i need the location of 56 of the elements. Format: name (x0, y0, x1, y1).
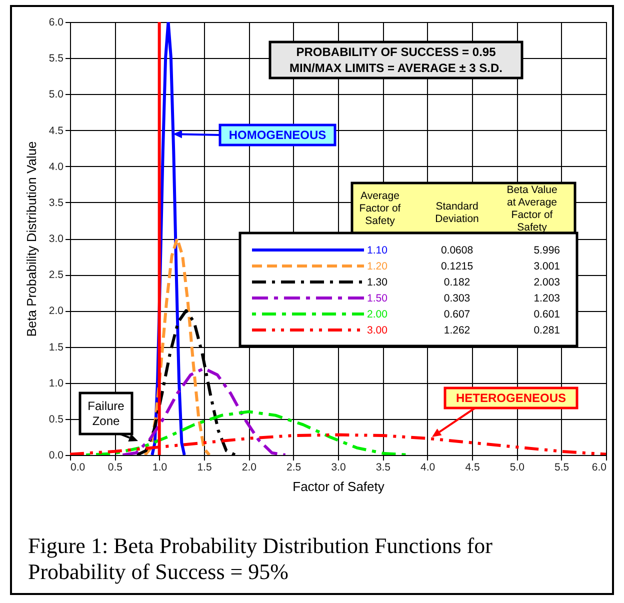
y-tick-label: 0.5 (48, 413, 64, 426)
y-tick-label: 4.0 (48, 160, 64, 173)
x-tick-label: 1.5 (197, 462, 212, 474)
caption: Figure 1: Beta Probability Distribution Functions for Probability of Success = 95% (28, 533, 494, 585)
text: 3.00 (367, 324, 388, 337)
annotation: MIN/MAX LIMITS = AVERAGE ± 3 S.D. (290, 61, 502, 76)
text: 1.10 (367, 244, 388, 257)
x-tick-label: 4.0 (420, 462, 436, 474)
annotation: Failure Zone (88, 399, 125, 428)
annotation: 0.303 (444, 292, 470, 305)
text: 1.50 (367, 292, 388, 305)
y-tick-label: 3.5 (48, 196, 64, 209)
text: 2.00 (367, 308, 388, 321)
annotation: HETEROGENEOUS (456, 391, 566, 406)
x-tick-label: 0.5 (108, 462, 123, 474)
x-tick-label: 4.5 (465, 462, 480, 474)
x-tick-label: 6.0 (592, 462, 607, 474)
x-tick-label: 2.5 (286, 462, 302, 474)
annotation: 0.0608 (440, 244, 474, 257)
y-tick-label: 6.0 (48, 16, 64, 28)
annotation: PROBABILITY OF SUCCESS = 0.95 (296, 45, 496, 60)
annotation: 0.607 (444, 308, 470, 321)
annotation: 2.003 (534, 276, 560, 289)
annotation: 0.281 (534, 324, 560, 337)
x-tick-label: 2.0 (242, 462, 257, 474)
y-tick-label: 2.5 (48, 269, 64, 282)
x-tick-label: 5.0 (510, 462, 525, 474)
y-axis-title: Beta Probability Distribution Value (24, 141, 39, 337)
annotation: 0.601 (534, 308, 560, 321)
legend-title: Average Factor of Safety (359, 190, 401, 228)
x-tick-label: 5.5 (554, 462, 570, 474)
x-axis-title: Factor of Safety (292, 479, 385, 494)
annotation: Beta Value at Average Factor of Safety (506, 184, 558, 234)
y-tick-label: 2.0 (48, 305, 64, 318)
x-tick-label: 0.0 (70, 462, 86, 474)
annotation: 0.182 (444, 276, 470, 289)
y-tick-label: 4.5 (48, 124, 64, 137)
annotation: 1.203 (534, 292, 560, 305)
annotation: 3.001 (534, 260, 560, 273)
y-tick-label: 5.5 (48, 52, 64, 65)
y-tick-label: 5.0 (48, 88, 64, 101)
y-tick-label: 1.5 (48, 341, 64, 354)
y-tick-label: 1.0 (48, 377, 64, 390)
annotation: HOMOGENEOUS (228, 128, 326, 142)
y-tick-label: 0.0 (48, 450, 64, 462)
annotation: 0.1215 (440, 260, 474, 273)
x-tick-label: 3.0 (331, 462, 346, 474)
annotation: 5.996 (534, 244, 560, 257)
text: 1.20 (367, 260, 388, 273)
text: 1.30 (367, 276, 388, 289)
annotation: 1.262 (444, 324, 470, 337)
x-tick-label: 1.0 (152, 462, 168, 474)
line-series (144, 237, 211, 455)
annotation: Standard Deviation (435, 200, 480, 225)
x-tick-label: 3.5 (376, 462, 391, 474)
y-tick-label: 3.0 (48, 233, 64, 245)
